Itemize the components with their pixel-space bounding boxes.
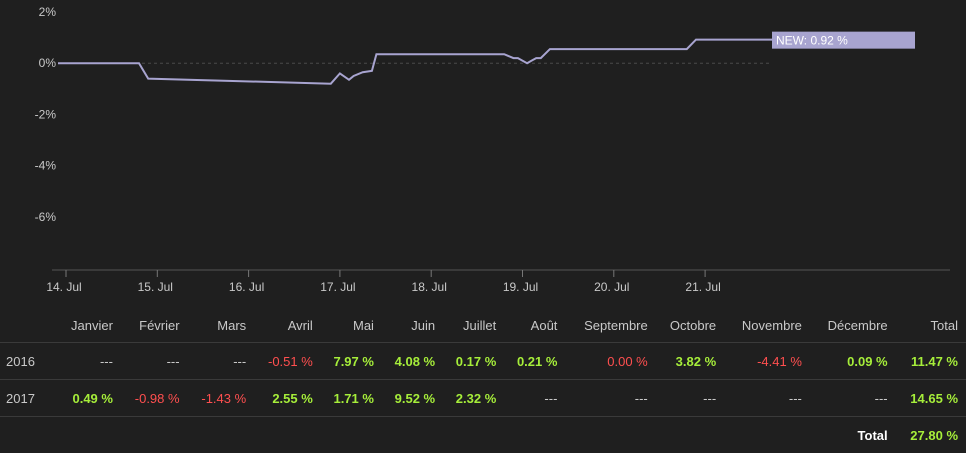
header-month: Total: [896, 308, 966, 343]
row-total: 14.65 %: [896, 380, 966, 417]
month-value: 0.49 %: [58, 380, 121, 417]
x-tick-label: 18. Jul: [412, 280, 447, 294]
empty-cell: [254, 417, 321, 453]
month-value: 4.08 %: [382, 343, 443, 380]
header-month: Octobre: [656, 308, 724, 343]
empty-cell: [188, 417, 255, 453]
month-value: -4.41 %: [724, 343, 810, 380]
row-year: 2017: [0, 380, 58, 417]
empty-cell: [656, 417, 724, 453]
header-month: Janvier: [58, 308, 121, 343]
y-tick-label: 0%: [39, 56, 57, 70]
empty-cell: [565, 417, 655, 453]
month-value: ---: [188, 343, 255, 380]
row-year: 2016: [0, 343, 58, 380]
month-value: ---: [656, 380, 724, 417]
header-month: Juillet: [443, 308, 504, 343]
month-value: ---: [565, 380, 655, 417]
table-row: 2016----------0.51 %7.97 %4.08 %0.17 %0.…: [0, 343, 966, 380]
empty-cell: [382, 417, 443, 453]
header-month: Avril: [254, 308, 321, 343]
y-axis: 2% 0% -2% -4% -6%: [35, 5, 57, 224]
month-value: -1.43 %: [188, 380, 255, 417]
header-month: Mai: [321, 308, 382, 343]
x-axis: 14. Jul 15. Jul 16. Jul 17. Jul 18. Jul 19. J…: [46, 270, 950, 294]
grand-total-value: 27.80 %: [896, 417, 966, 453]
x-tick-label: 20. Jul: [594, 280, 629, 294]
month-value: 9.52 %: [382, 380, 443, 417]
performance-chart: 2% 0% -2% -4% -6% 14. Jul 15. Jul 16. Jul 17. J…: [0, 0, 966, 300]
header-month: Juin: [382, 308, 443, 343]
month-value: -0.98 %: [121, 380, 188, 417]
header-month: Novembre: [724, 308, 810, 343]
header-year: [0, 308, 58, 343]
empty-cell: [121, 417, 188, 453]
y-tick-label: -4%: [35, 159, 57, 173]
month-value: -0.51 %: [254, 343, 321, 380]
empty-cell: [504, 417, 565, 453]
plot-area: NEW: 0.92 %: [58, 32, 915, 84]
empty-cell: [321, 417, 382, 453]
month-value: ---: [810, 380, 896, 417]
month-value: ---: [121, 343, 188, 380]
row-total: 11.47 %: [896, 343, 966, 380]
empty-cell: [443, 417, 504, 453]
month-value: 1.71 %: [321, 380, 382, 417]
empty-cell: [0, 417, 58, 453]
x-tick-label: 15. Jul: [138, 280, 173, 294]
x-tick-label: 19. Jul: [503, 280, 538, 294]
header-month: Mars: [188, 308, 255, 343]
grand-total-label: Total: [810, 417, 896, 453]
x-tick-label: 14. Jul: [46, 280, 81, 294]
empty-cell: [724, 417, 810, 453]
header-month: Août: [504, 308, 565, 343]
x-tick-label: 16. Jul: [229, 280, 264, 294]
empty-cell: [58, 417, 121, 453]
header-month: Septembre: [565, 308, 655, 343]
month-value: ---: [58, 343, 121, 380]
y-tick-label: 2%: [39, 5, 57, 19]
month-value: ---: [724, 380, 810, 417]
header-month: Février: [121, 308, 188, 343]
series-end-label: NEW: 0.92 %: [776, 34, 848, 48]
month-value: 3.82 %: [656, 343, 724, 380]
month-value: ---: [504, 380, 565, 417]
month-value: 0.09 %: [810, 343, 896, 380]
month-value: 2.32 %: [443, 380, 504, 417]
y-tick-label: -6%: [35, 210, 57, 224]
month-value: 0.21 %: [504, 343, 565, 380]
x-tick-label: 21. Jul: [685, 280, 720, 294]
month-value: 0.17 %: [443, 343, 504, 380]
month-value: 0.00 %: [565, 343, 655, 380]
month-value: 2.55 %: [254, 380, 321, 417]
x-tick-label: 17. Jul: [320, 280, 355, 294]
header-month: Décembre: [810, 308, 896, 343]
y-tick-label: -2%: [35, 107, 57, 121]
month-value: 7.97 %: [321, 343, 382, 380]
series-line: [58, 40, 796, 84]
